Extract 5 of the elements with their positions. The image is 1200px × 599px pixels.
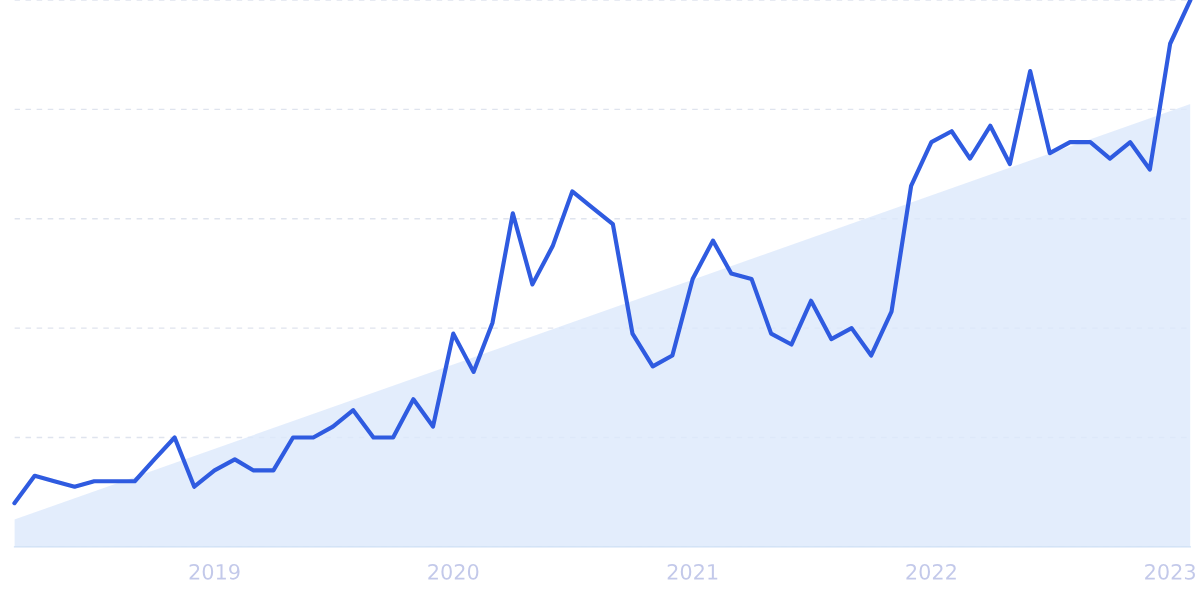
- x-tick-label: 2022: [906, 563, 956, 580]
- x-tick-label: 2021: [667, 563, 718, 580]
- x-tick-label: 2020: [428, 563, 479, 580]
- x-tick-label: 2019: [189, 563, 240, 580]
- x-tick-label: 2023: [1145, 563, 1195, 580]
